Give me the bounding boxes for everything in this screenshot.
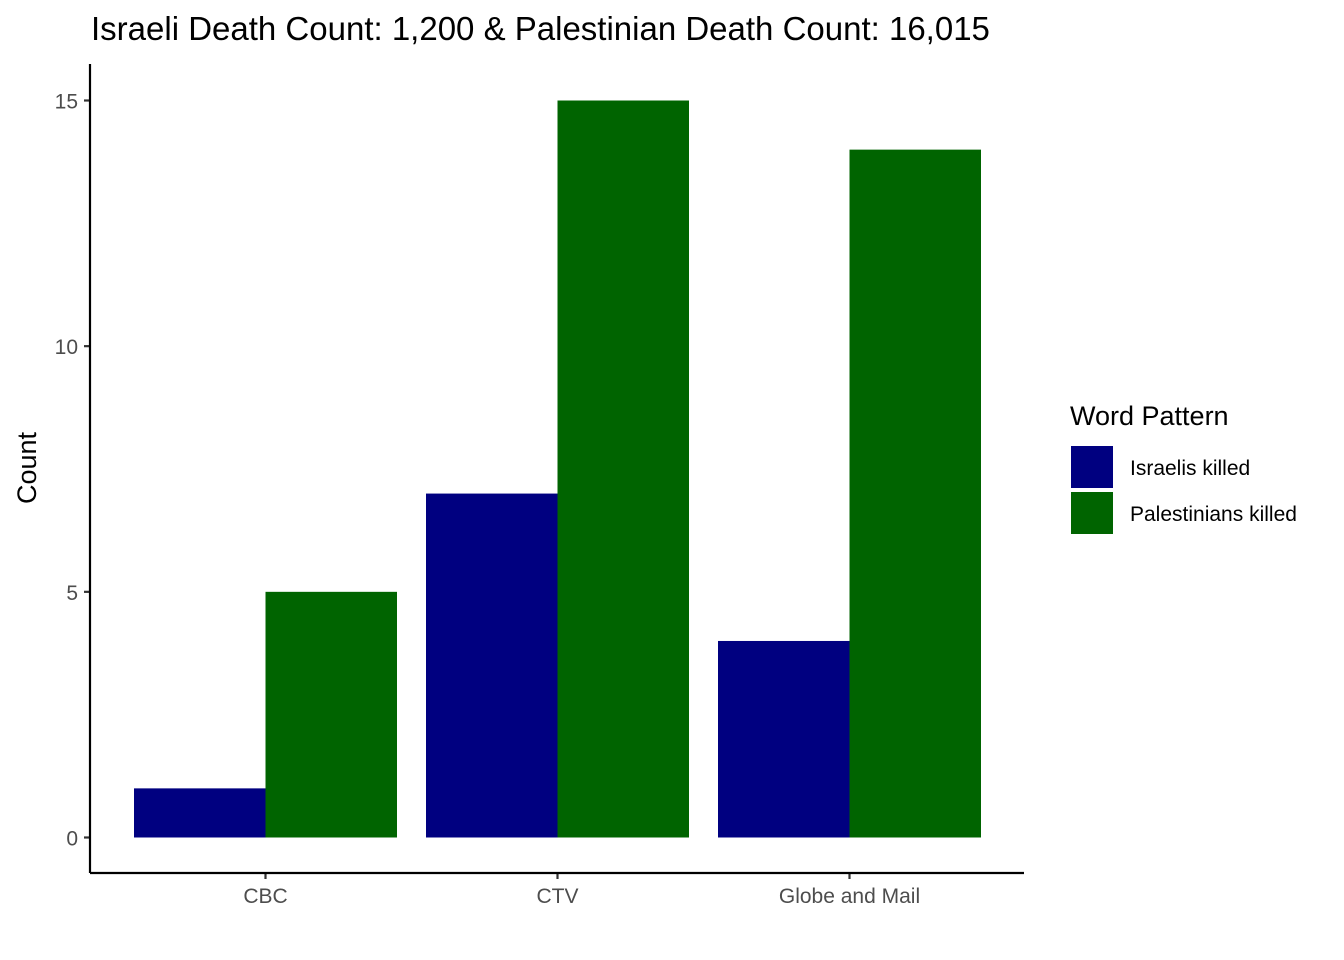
legend-key <box>1071 492 1113 534</box>
legend-title: Word Pattern <box>1070 401 1229 431</box>
bar-palestinians-killed-cbc <box>265 591 397 838</box>
x-tick-label: CTV <box>537 885 579 908</box>
y-tick-label: 0 <box>66 828 78 851</box>
legend-label: Israelis killed <box>1130 457 1250 480</box>
chart-title: Israeli Death Count: 1,200 & Palestinian… <box>91 10 990 47</box>
bar-israelis-killed-ctv <box>426 493 558 838</box>
x-tick-label: CBC <box>243 885 287 908</box>
legend-key <box>1071 446 1113 488</box>
bars-layer <box>134 100 981 838</box>
x-tick-label: Globe and Mail <box>779 885 920 908</box>
y-tick-label: 10 <box>55 336 78 359</box>
legend-items: Israelis killed Palestinians killed <box>1071 446 1297 534</box>
x-axis-ticks: CBC CTV Globe and Mail <box>243 873 920 908</box>
y-axis-title: Count <box>12 431 42 504</box>
bar-israelis-killed-globe-and-mail <box>718 640 850 838</box>
y-tick-label: 5 <box>66 582 78 605</box>
legend-label: Palestinians killed <box>1130 503 1297 526</box>
bar-palestinians-killed-ctv <box>557 100 689 838</box>
legend: Word Pattern Israelis killed Palestinians… <box>1070 401 1297 534</box>
bar-israelis-killed-cbc <box>134 788 266 838</box>
y-axis-ticks: 0 5 10 15 <box>55 91 90 851</box>
bar-palestinians-killed-globe-and-mail <box>849 149 981 838</box>
y-tick-label: 15 <box>55 91 78 114</box>
